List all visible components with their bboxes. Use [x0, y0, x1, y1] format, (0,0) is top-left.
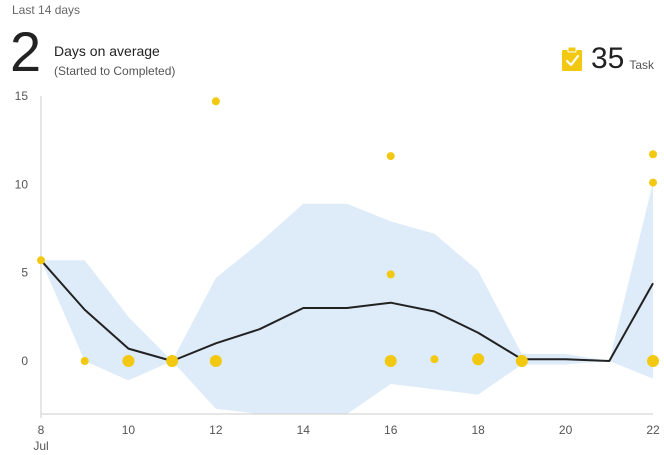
- clipboard-check-icon: [561, 46, 582, 71]
- data-point: [386, 152, 395, 161]
- average-line: [40, 259, 654, 362]
- data-point: [80, 357, 89, 365]
- data-point: [647, 355, 659, 367]
- x-tick-label: 8: [38, 423, 45, 437]
- average-days-value: 2: [10, 20, 42, 83]
- average-days-label: Days on average: [54, 43, 160, 59]
- x-tick-label: 18: [471, 423, 485, 437]
- data-point: [649, 178, 657, 187]
- y-tick-label: 0: [21, 354, 28, 368]
- data-point: [515, 355, 528, 367]
- data-point: [209, 355, 222, 367]
- x-month-label: Jul: [33, 439, 48, 453]
- average-days-sublabel: (Started to Completed): [54, 64, 176, 78]
- x-tick-label: 22: [646, 423, 660, 437]
- data-point: [649, 150, 657, 159]
- x-tick-label: 12: [209, 423, 223, 437]
- task-count-value: 35: [590, 42, 625, 75]
- data-point: [211, 97, 220, 106]
- data-point: [430, 355, 439, 364]
- y-tick-label: 5: [21, 266, 28, 280]
- x-tick-label: 14: [297, 423, 311, 437]
- x-tick-label: 16: [384, 423, 398, 437]
- y-tick-label: 15: [15, 89, 29, 103]
- data-point: [386, 270, 395, 279]
- y-tick-label: 10: [15, 177, 29, 191]
- data-point: [122, 355, 135, 367]
- x-tick-label: 10: [122, 423, 136, 437]
- data-point: [472, 353, 485, 366]
- data-point: [384, 355, 397, 367]
- chart-subtitle: Last 14 days: [12, 3, 81, 17]
- range-band: [41, 182, 653, 414]
- task-count-unit: Task: [629, 58, 654, 72]
- data-point: [166, 355, 179, 367]
- data-point: [37, 256, 45, 265]
- x-tick-label: 20: [559, 423, 573, 437]
- task-count-summary: 35 Task: [561, 42, 654, 76]
